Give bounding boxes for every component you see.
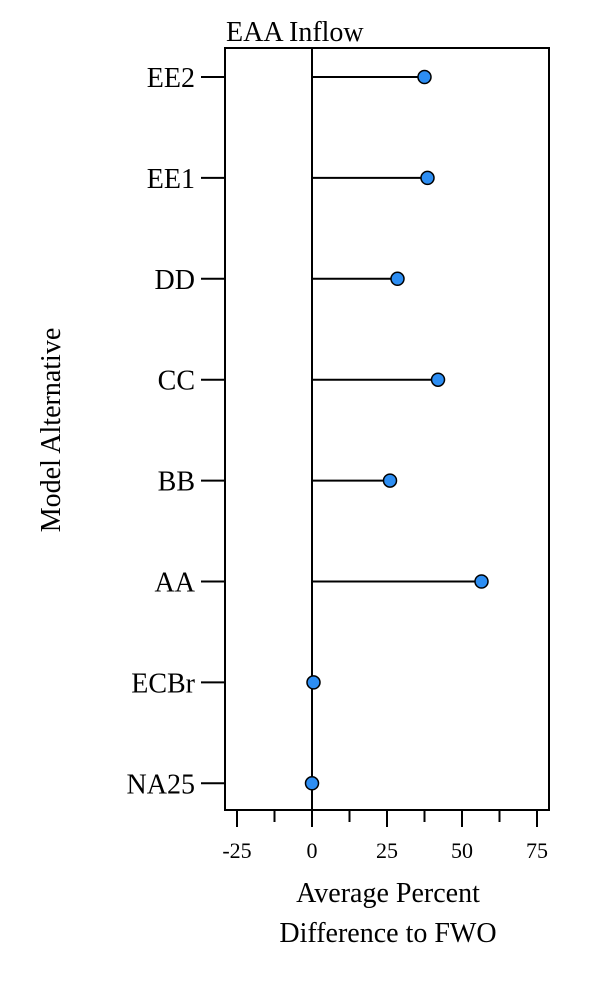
x-tick-label-0: 0 (307, 838, 318, 863)
y-tick-marks (201, 76, 225, 785)
x-axis-label-line-1: Average Percent (296, 878, 480, 909)
x-axis-label-line-2: Difference to FWO (279, 918, 496, 949)
y-tick-label-NA25: NA25 (127, 769, 195, 800)
x-tick-label-75: 75 (526, 838, 548, 863)
x-tick-label-25: 25 (376, 838, 398, 863)
y-tick-label-BB: BB (158, 467, 195, 498)
x-tick-labels: -25 0 25 50 75 (222, 838, 548, 863)
point-EE1 (420, 170, 435, 186)
x-tick-label-50: 50 (451, 838, 473, 863)
point-DD (390, 271, 405, 287)
y-tick-label-DD: DD (155, 265, 195, 296)
point-AA (474, 574, 489, 589)
chart-title: EAA Inflow (226, 17, 364, 48)
x-tick-label--25: -25 (222, 838, 251, 863)
y-tick-label-EE2: EE2 (147, 63, 195, 94)
y-tick-label-AA: AA (155, 568, 196, 599)
y-tick-label-EE1: EE1 (147, 164, 195, 195)
stems-group (312, 76, 482, 684)
point-CC (430, 372, 446, 387)
point-ECBr (306, 675, 321, 690)
plot-frame (224, 47, 550, 811)
y-axis-label: Model Alternative (36, 328, 67, 533)
markers-group (304, 69, 489, 791)
y-tick-label-CC: CC (158, 366, 195, 397)
point-BB (382, 473, 398, 488)
y-tick-labels: EE2 EE1 DD CC BB AA ECBr NA25 (127, 63, 196, 800)
point-EE2 (417, 69, 432, 85)
point-NA25 (304, 776, 320, 791)
x-tick-marks (236, 810, 538, 827)
y-tick-label-ECBr: ECBr (131, 668, 195, 699)
